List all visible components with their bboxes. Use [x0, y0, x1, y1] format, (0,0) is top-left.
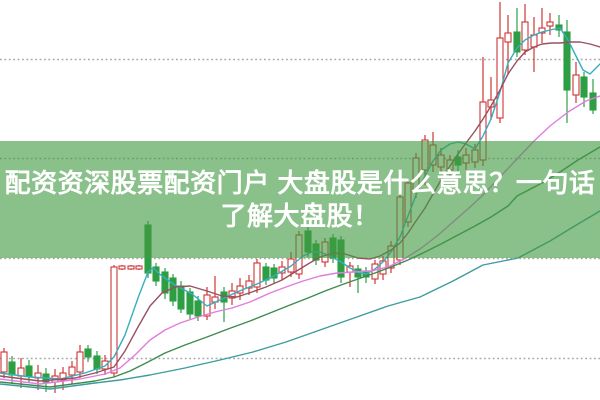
candle: [496, 2, 504, 123]
candle: [521, 4, 529, 55]
ma-fast-cyan: [0, 27, 600, 380]
candle: [161, 268, 169, 299]
candle: [51, 369, 59, 393]
headline-line2: 了解大盘股！: [220, 200, 380, 231]
candle: [546, 13, 554, 35]
candle: [555, 15, 563, 37]
candle: [135, 265, 143, 270]
candle: [8, 356, 16, 383]
candle: [262, 263, 270, 285]
candle: [127, 265, 135, 270]
candle: [152, 263, 160, 286]
candle: [513, 8, 521, 57]
candle: [25, 360, 33, 382]
candle: [76, 345, 84, 378]
candle: [563, 20, 571, 123]
candle: [530, 17, 538, 72]
candle: [169, 274, 177, 306]
ma-slowest-teal: [0, 210, 600, 390]
candle: [245, 275, 253, 295]
candle: [538, 8, 546, 43]
candle: [110, 265, 118, 377]
candle: [84, 345, 92, 362]
candle: [504, 15, 512, 75]
candle: [572, 62, 580, 103]
candle: [270, 264, 278, 283]
candle: [118, 265, 126, 270]
title-banner: 配资资深股票配资门户 大盘股是什么意思？一句话 了解大盘股！: [0, 141, 600, 258]
candle: [93, 351, 101, 374]
candle: [101, 355, 109, 375]
headline-line1: 配资资深股票配资门户 大盘股是什么意思？一句话: [4, 167, 596, 198]
candle: [220, 287, 228, 322]
candle: [589, 79, 597, 114]
candle: [253, 259, 261, 293]
candle: [580, 72, 588, 107]
